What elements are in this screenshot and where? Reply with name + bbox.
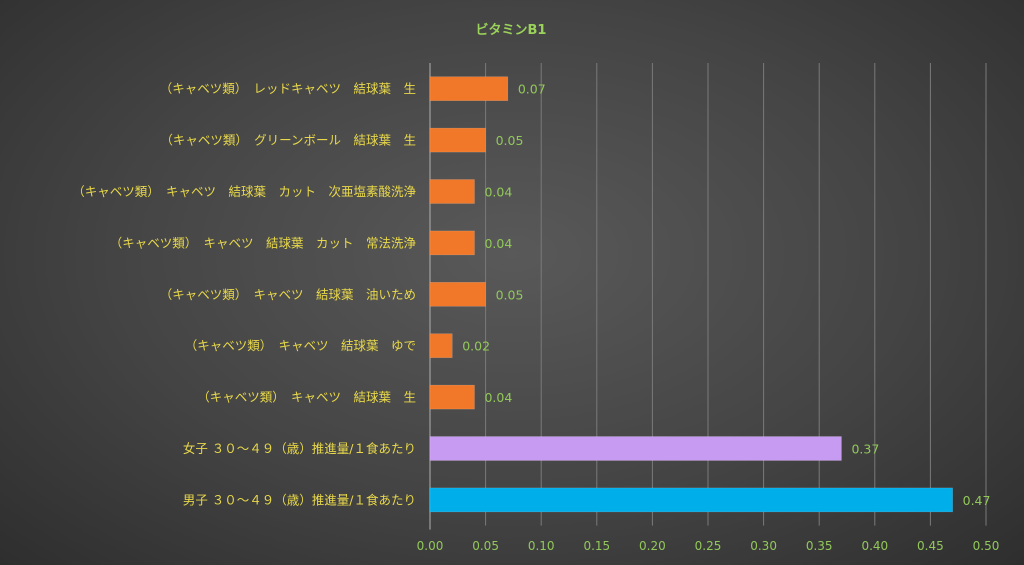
- x-tick-label: 0.40: [861, 539, 888, 553]
- data-labels: 0.07 0.05 0.04 0.04 0.05 0.02 0.04 0.37 0.47: [462, 82, 990, 508]
- bar: [429, 384, 475, 410]
- data-label: 0.04: [484, 236, 512, 251]
- x-tick-label: 0.10: [528, 539, 555, 553]
- category-label: 男子 ３０～４９（歳）推進量/１食あたり: [183, 492, 416, 507]
- bar: [429, 179, 475, 204]
- bar: [429, 76, 509, 101]
- category-label: （キャベツ類） キャベツ 結球葉 油いため: [160, 287, 416, 302]
- category-label: （キャベツ類） キャベツ 結球葉 ゆで: [185, 338, 416, 353]
- bar: [429, 333, 453, 358]
- x-tick-label: 0.20: [639, 539, 666, 553]
- category-label: （キャベツ類） キャベツ 結球葉 カット 常法洗浄: [110, 235, 417, 250]
- x-axis-ticks: 0.00 0.05 0.10 0.15 0.20 0.25 0.30 0.35 0.40 0.45…: [417, 539, 1000, 553]
- x-tick-label: 0.50: [973, 539, 1000, 553]
- x-tick-label: 0.35: [806, 539, 833, 553]
- data-label: 0.47: [963, 493, 991, 508]
- chart-title: ビタミンB1: [476, 22, 547, 38]
- x-tick-label: 0.05: [472, 539, 499, 553]
- data-label: 0.05: [496, 133, 524, 148]
- bar: [429, 230, 475, 256]
- data-label: 0.05: [496, 287, 524, 302]
- data-label: 0.04: [484, 390, 512, 405]
- category-label: （キャベツ類） グリーンボール 結球葉 生: [160, 133, 416, 148]
- data-label: 0.37: [851, 442, 879, 457]
- bar: [429, 436, 842, 461]
- bar: [429, 282, 486, 307]
- category-label: 女子 ３０～４９（歳）推進量/１食あたり: [183, 441, 416, 456]
- category-label: （キャベツ類） キャベツ 結球葉 カット 次亜塩素酸洗浄: [72, 184, 416, 199]
- x-tick-label: 0.25: [695, 539, 722, 553]
- bars: [429, 76, 953, 513]
- data-label: 0.04: [484, 185, 512, 200]
- data-label: 0.02: [462, 339, 490, 354]
- data-label: 0.07: [518, 82, 546, 97]
- x-tick-label: 0.15: [583, 539, 610, 553]
- bar: [429, 127, 486, 153]
- bar: [429, 487, 953, 513]
- x-tick-label: 0.45: [917, 539, 944, 553]
- x-tick-label: 0.30: [750, 539, 777, 553]
- category-labels: （キャベツ類） レッドキャベツ 結球葉 生 （キャベツ類） グリーンボール 結球葉…: [72, 81, 416, 507]
- category-label: （キャベツ類） レッドキャベツ 結球葉 生: [160, 81, 416, 96]
- category-label: （キャベツ類） キャベツ 結球葉 生: [197, 390, 416, 405]
- x-tick-label: 0.00: [417, 539, 444, 553]
